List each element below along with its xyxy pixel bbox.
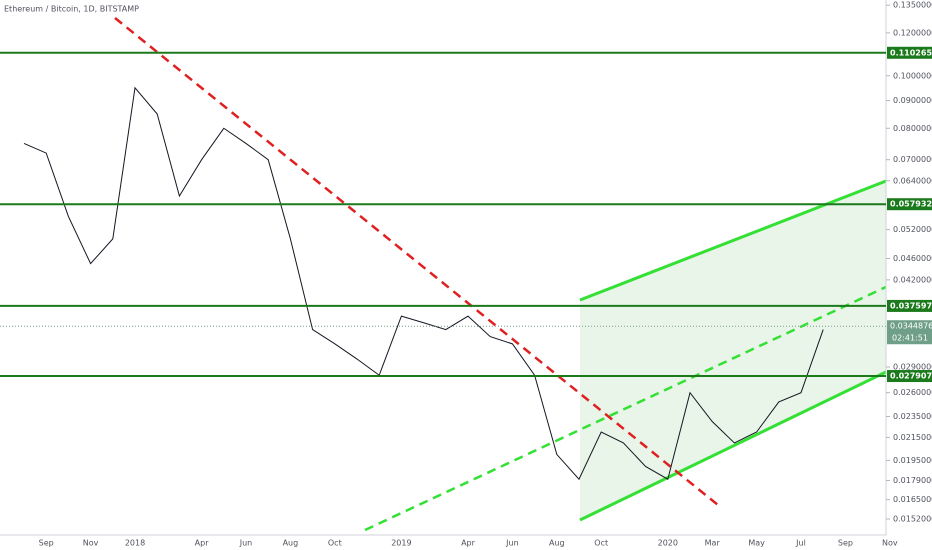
level-tag <box>887 46 932 59</box>
x-tick-label: Nov <box>83 539 99 548</box>
level-tag <box>887 299 932 312</box>
channel-fill <box>580 181 886 520</box>
level-label: 0.05793207 <box>890 200 932 209</box>
last-price-tag <box>887 320 932 345</box>
y-tick-label: 0.12000000 <box>893 28 932 37</box>
x-tick-label: Nov <box>882 539 898 548</box>
x-tick-label: Mar <box>705 539 721 548</box>
x-tick-label: Apr <box>461 539 476 548</box>
y-tick-label: 0.04200000 <box>893 275 932 284</box>
y-tick-label: 0.01790000 <box>893 476 932 485</box>
channel-mid <box>364 285 887 532</box>
y-tick-label: 0.01950000 <box>893 456 932 465</box>
level-label: 0.03759788 <box>890 301 932 310</box>
price-line <box>23 86 824 481</box>
level-label: 0.11026558 <box>890 48 932 57</box>
y-tick-label: 0.06400000 <box>893 176 932 185</box>
x-tick-label: May <box>748 539 765 548</box>
x-tick-label: Aug <box>283 539 299 548</box>
y-tick-label: 0.09000000 <box>893 96 932 105</box>
x-tick-label: Aug <box>549 539 565 548</box>
y-tick-label: 0.13500000 <box>893 1 932 10</box>
y-tick-label: 0.08000000 <box>893 124 932 133</box>
y-tick-label: 0.02150000 <box>893 433 932 442</box>
x-tick-label: Jun <box>505 539 519 548</box>
x-tick-label: Jun <box>239 539 253 548</box>
x-tick-label: 2018 <box>125 539 145 548</box>
level-label: 0.02790789 <box>890 372 932 381</box>
last-price-label: 0.03448761 <box>890 322 932 331</box>
x-tick-label: Sep <box>39 539 54 548</box>
y-tick-label: 0.07000000 <box>893 155 932 164</box>
countdown-label: 02:41:51 <box>892 334 928 343</box>
x-tick-label: Apr <box>195 539 210 548</box>
y-tick-label: 0.02900000 <box>893 363 932 372</box>
x-tick-label: 2019 <box>391 539 411 548</box>
y-tick-label: 0.10000000 <box>893 71 932 80</box>
y-tick-label: 0.01520000 <box>893 514 932 523</box>
y-tick-label: 0.02350000 <box>893 412 932 421</box>
y-tick-label: 0.02600000 <box>893 388 932 397</box>
x-tick-label: Oct <box>594 539 608 548</box>
x-tick-label: 2020 <box>658 539 678 548</box>
y-tick-label: 0.05200000 <box>893 225 932 234</box>
x-tick-label: Oct <box>328 539 342 548</box>
channel-upper <box>579 179 887 302</box>
chart-title: Ethereum / Bitcoin, 1D, BITSTAMP <box>4 5 139 14</box>
x-tick-label: Sep <box>838 539 853 548</box>
y-tick-label: 0.04600000 <box>893 254 932 263</box>
level-tag <box>887 370 932 383</box>
trend-line <box>114 17 719 506</box>
y-tick-label: 0.01650000 <box>893 495 932 504</box>
channel-lower <box>579 370 887 522</box>
x-tick-label: Jul <box>795 539 806 548</box>
level-tag <box>887 198 932 211</box>
